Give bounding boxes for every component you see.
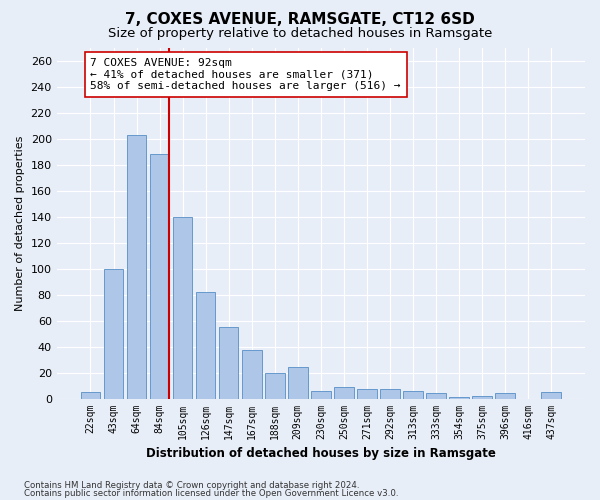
Bar xyxy=(80,392,100,398)
Text: Contains HM Land Registry data © Crown copyright and database right 2024.: Contains HM Land Registry data © Crown c… xyxy=(24,480,359,490)
Bar xyxy=(219,327,238,398)
Bar xyxy=(173,216,193,398)
Bar xyxy=(472,396,492,398)
Bar xyxy=(426,394,446,398)
Bar xyxy=(403,391,423,398)
Text: 7, COXES AVENUE, RAMSGATE, CT12 6SD: 7, COXES AVENUE, RAMSGATE, CT12 6SD xyxy=(125,12,475,28)
X-axis label: Distribution of detached houses by size in Ramsgate: Distribution of detached houses by size … xyxy=(146,447,496,460)
Bar xyxy=(311,391,331,398)
Bar xyxy=(380,390,400,398)
Bar xyxy=(104,268,123,398)
Bar xyxy=(357,390,377,398)
Bar xyxy=(196,292,215,399)
Bar xyxy=(127,134,146,398)
Bar xyxy=(150,154,169,398)
Text: 7 COXES AVENUE: 92sqm
← 41% of detached houses are smaller (371)
58% of semi-det: 7 COXES AVENUE: 92sqm ← 41% of detached … xyxy=(91,58,401,91)
Bar xyxy=(242,350,262,399)
Text: Contains public sector information licensed under the Open Government Licence v3: Contains public sector information licen… xyxy=(24,489,398,498)
Bar xyxy=(288,368,308,398)
Bar xyxy=(541,392,561,398)
Bar xyxy=(496,394,515,398)
Bar xyxy=(334,387,353,398)
Text: Size of property relative to detached houses in Ramsgate: Size of property relative to detached ho… xyxy=(108,28,492,40)
Bar xyxy=(265,372,284,398)
Y-axis label: Number of detached properties: Number of detached properties xyxy=(15,136,25,310)
